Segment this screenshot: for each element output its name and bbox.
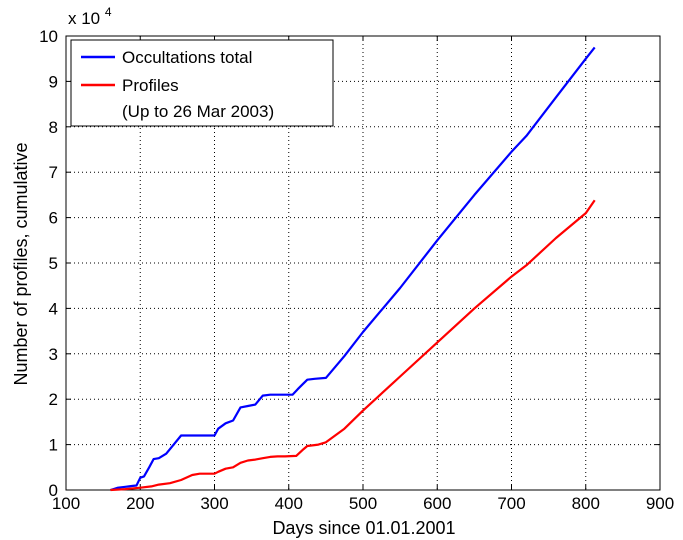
y-axis-multiplier-exponent: 4: [105, 5, 112, 19]
x-tick-label: 900: [646, 494, 674, 513]
series-line-occultations-total: [110, 46, 596, 492]
y-tick-label: 2: [49, 390, 58, 409]
y-tick-label: 1: [49, 436, 58, 455]
legend-label-profiles: Profiles: [122, 76, 179, 95]
legend: Occultations total Profiles (Up to 26 Ma…: [70, 39, 334, 127]
x-tick-label: 200: [126, 494, 154, 513]
series-line-profiles: [110, 199, 596, 492]
y-tick-label: 5: [49, 254, 58, 273]
y-tick-label: 6: [49, 209, 58, 228]
y-tick-label: 0: [49, 481, 58, 500]
x-tick-label: 100: [52, 494, 80, 513]
y-axis-multiplier-base: x 10: [68, 9, 100, 28]
y-tick-label: 4: [49, 299, 58, 318]
legend-note: (Up to 26 Mar 2003): [122, 102, 274, 121]
y-tick-label: 9: [49, 72, 58, 91]
x-tick-label: 500: [349, 494, 377, 513]
series-lines: [110, 46, 596, 492]
grid-lines: [66, 36, 660, 490]
y-tick-label: 3: [49, 345, 58, 364]
legend-box: [70, 39, 334, 127]
y-tick-label: 8: [49, 118, 58, 137]
x-axis-label: Days since 01.01.2001: [272, 518, 455, 538]
y-tick-label: 10: [39, 27, 58, 46]
y-axis-label: Number of profiles, cumulative: [11, 142, 31, 385]
x-tick-label: 300: [200, 494, 228, 513]
axis-ticks: 100 200 300 400 500 600 700 800 900 0 1 2 3 4 5 6 7 8 9 10: [39, 27, 674, 513]
legend-label-occultations-total: Occultations total: [122, 48, 252, 67]
x-tick-label: 400: [275, 494, 303, 513]
x-tick-label: 800: [572, 494, 600, 513]
x-tick-label: 600: [423, 494, 451, 513]
y-axis-multiplier: x 10 4: [68, 5, 112, 28]
y-tick-label: 7: [49, 163, 58, 182]
x-tick-label: 700: [497, 494, 525, 513]
